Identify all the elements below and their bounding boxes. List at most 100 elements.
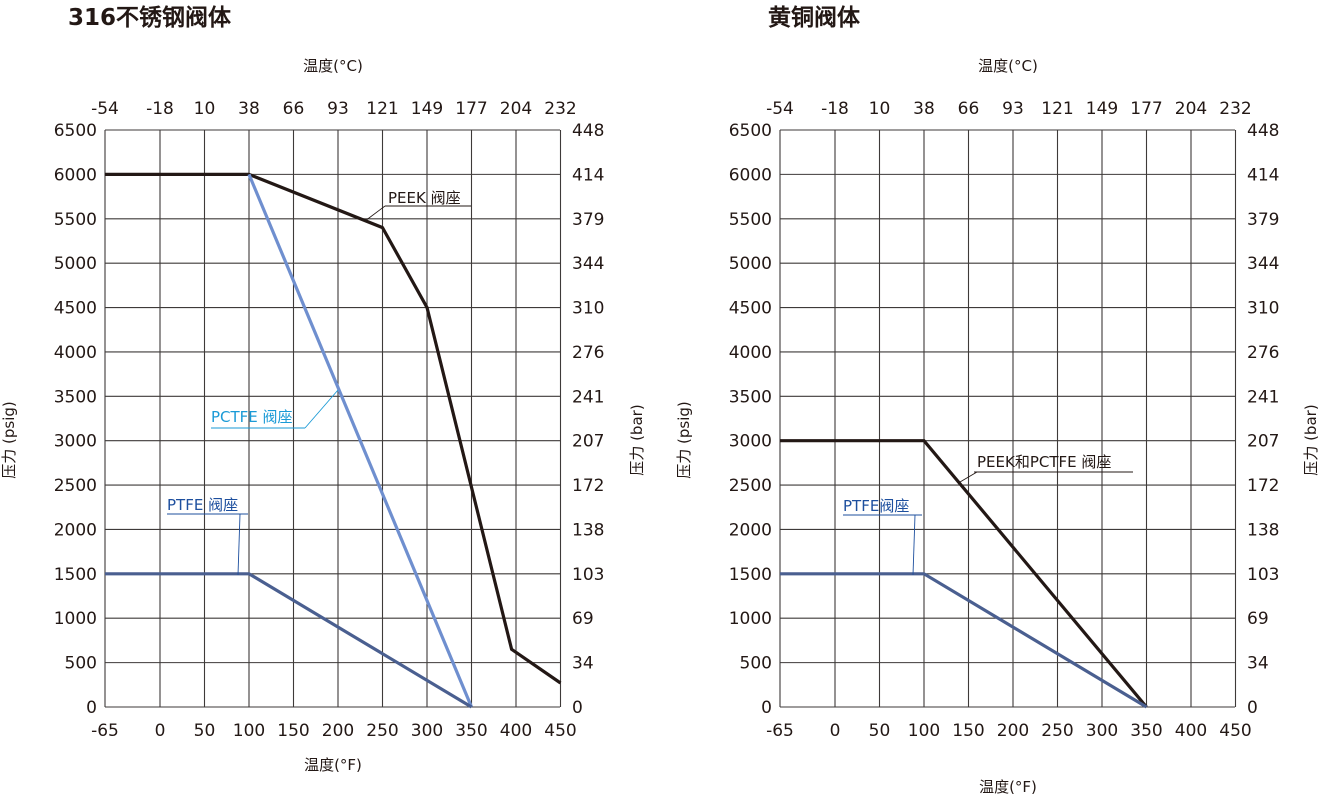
x2-tick-label: 10 xyxy=(869,99,891,119)
label-leader-line xyxy=(364,205,386,222)
y-tick-label: 500 xyxy=(65,654,97,674)
x-tick-label: 400 xyxy=(1175,721,1207,741)
x2-tick-label: 10 xyxy=(194,99,216,119)
x-tick-label: 400 xyxy=(500,721,532,741)
series-line xyxy=(105,572,473,709)
x2-tick-label: 93 xyxy=(1002,99,1024,119)
chart-title: 316不锈钢阀体 xyxy=(68,5,232,31)
x2-axis-title: 温度(°C) xyxy=(303,57,363,75)
y-tick-label: 6000 xyxy=(729,165,772,185)
y-tick-label: 1000 xyxy=(54,609,97,629)
y2-tick-label: 69 xyxy=(1247,609,1269,629)
y-tick-label: 2500 xyxy=(729,476,772,496)
x2-tick-label: 121 xyxy=(1041,99,1073,119)
y2-tick-label: 344 xyxy=(1247,254,1279,274)
y2-axis-title: 压力 (bar) xyxy=(1302,404,1320,475)
series-label: PTFE 阀座 xyxy=(167,496,238,514)
x-tick-label: 350 xyxy=(1130,721,1162,741)
y2-tick-label: 276 xyxy=(1247,343,1279,363)
chart-title: 黄铜阀体 xyxy=(768,4,861,31)
y2-tick-label: 310 xyxy=(572,299,604,319)
x-axis-title: 温度(°F) xyxy=(304,756,362,774)
x2-tick-label: 38 xyxy=(913,99,935,119)
series-line xyxy=(105,172,562,685)
y2-tick-label: 379 xyxy=(1247,210,1279,230)
y2-tick-label: 172 xyxy=(1247,476,1279,496)
x2-axis-title: 温度(°C) xyxy=(978,57,1038,75)
y2-tick-label: 138 xyxy=(572,520,604,540)
y-tick-label: 0 xyxy=(86,698,97,718)
x-tick-label: 150 xyxy=(952,721,984,741)
series-line xyxy=(780,439,1148,709)
series-line xyxy=(247,173,473,708)
x-tick-label: 300 xyxy=(1086,721,1118,741)
x-tick-label: 50 xyxy=(194,721,216,741)
y-tick-label: 4000 xyxy=(54,343,97,363)
y-tick-label: 3000 xyxy=(729,432,772,452)
x-axis-title: 温度(°F) xyxy=(979,778,1037,796)
x2-tick-label: 232 xyxy=(1219,99,1251,119)
y-tick-label: 0 xyxy=(761,698,772,718)
y2-tick-label: 310 xyxy=(1247,299,1279,319)
series-line xyxy=(780,572,1148,709)
label-leader-line xyxy=(237,513,241,576)
y-axis-title: 压力 (psig) xyxy=(675,401,693,479)
y2-tick-label: 344 xyxy=(572,254,604,274)
y2-tick-label: 69 xyxy=(572,609,594,629)
series-label: PTFE阀座 xyxy=(843,497,909,515)
y-tick-label: 5000 xyxy=(54,254,97,274)
x-tick-label: 100 xyxy=(908,721,940,741)
y2-tick-label: 34 xyxy=(572,654,594,674)
y2-tick-label: 0 xyxy=(572,698,583,718)
y-tick-label: 3500 xyxy=(54,387,97,407)
y-tick-label: 3000 xyxy=(54,432,97,452)
y-tick-label: 2000 xyxy=(729,520,772,540)
y2-tick-label: 276 xyxy=(572,343,604,363)
x-tick-label: -65 xyxy=(91,721,119,741)
label-leader-line xyxy=(959,471,978,483)
x-tick-label: 0 xyxy=(155,721,166,741)
y-tick-label: 2000 xyxy=(54,520,97,540)
y2-tick-label: 103 xyxy=(1247,565,1279,585)
x2-tick-label: 177 xyxy=(1130,99,1162,119)
x-tick-label: 300 xyxy=(411,721,443,741)
x2-tick-label: 38 xyxy=(238,99,260,119)
x2-tick-label: 204 xyxy=(1175,99,1207,119)
y2-tick-label: 172 xyxy=(572,476,604,496)
x2-tick-label: -18 xyxy=(146,99,174,119)
x2-tick-label: -54 xyxy=(91,99,119,119)
y2-tick-label: 138 xyxy=(1247,520,1279,540)
y2-tick-label: 241 xyxy=(572,387,604,407)
y2-tick-label: 34 xyxy=(1247,654,1269,674)
y2-axis-title: 压力 (bar) xyxy=(628,404,646,475)
y-tick-label: 1000 xyxy=(729,609,772,629)
x-tick-label: 50 xyxy=(869,721,891,741)
x2-tick-label: 121 xyxy=(366,99,398,119)
y-tick-label: 5500 xyxy=(729,210,772,230)
y2-tick-label: 414 xyxy=(1247,165,1279,185)
series-label: PEEK和PCTFE 阀座 xyxy=(977,453,1111,471)
y-tick-label: 1500 xyxy=(54,565,97,585)
y-axis-title: 压力 (psig) xyxy=(0,401,18,479)
x2-tick-label: 93 xyxy=(327,99,349,119)
x-tick-label: 250 xyxy=(366,721,398,741)
x2-tick-label: 149 xyxy=(411,99,443,119)
x-tick-label: 100 xyxy=(233,721,265,741)
y-tick-label: 4500 xyxy=(54,299,97,319)
x-tick-label: 450 xyxy=(1219,721,1251,741)
x2-tick-label: 66 xyxy=(958,99,980,119)
y-tick-label: 5000 xyxy=(729,254,772,274)
x-tick-label: 150 xyxy=(277,721,309,741)
x-tick-label: 350 xyxy=(455,721,487,741)
y-tick-label: 4000 xyxy=(729,343,772,363)
y2-tick-label: 241 xyxy=(1247,387,1279,407)
y2-tick-label: 207 xyxy=(572,432,604,452)
x-tick-label: 200 xyxy=(322,721,354,741)
x-tick-label: 0 xyxy=(830,721,841,741)
y2-tick-label: 448 xyxy=(1247,121,1279,141)
y-tick-label: 2500 xyxy=(54,476,97,496)
y-tick-label: 3500 xyxy=(729,387,772,407)
y-tick-label: 500 xyxy=(740,654,772,674)
y-tick-label: 6500 xyxy=(729,121,772,141)
x2-tick-label: 204 xyxy=(500,99,532,119)
